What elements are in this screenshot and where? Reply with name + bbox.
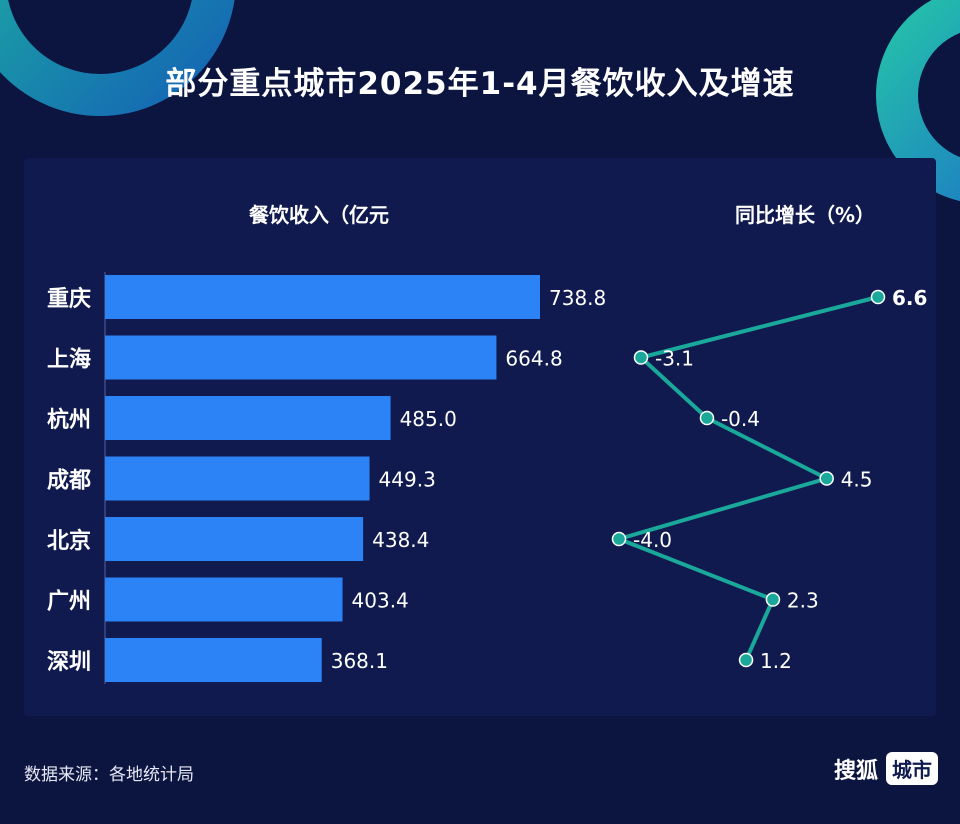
brand-name: 搜狐 [833, 758, 878, 784]
growth-value-label: 6.6 [892, 286, 927, 310]
growth-value-label: 1.2 [760, 649, 792, 673]
bar-series-header: 餐饮收入（亿元 [249, 203, 389, 227]
bar-value-label: 438.4 [372, 528, 429, 552]
line-series-header: 同比增长（%） [735, 203, 876, 227]
growth-point [611, 531, 627, 547]
bar-mark [105, 638, 322, 682]
bar-mark [105, 335, 497, 380]
bar-value-label: 368.1 [331, 649, 388, 673]
bar-mark [105, 275, 540, 319]
growth-value-label: 4.5 [841, 468, 873, 492]
decor-ring-left [0, 0, 235, 116]
growth-value-label: -3.1 [655, 347, 694, 371]
category-label: 广州 [47, 589, 91, 615]
bar-value-label: 664.8 [505, 347, 562, 371]
bar-value-label: 403.4 [352, 589, 409, 613]
category-label: 重庆 [47, 286, 91, 312]
growth-value-label: 2.3 [787, 589, 819, 613]
bar-value-label: 449.3 [379, 468, 436, 492]
growth-value-label: -4.0 [633, 528, 672, 552]
category-label: 北京 [47, 528, 91, 554]
bar-value-label: 485.0 [400, 407, 457, 431]
category-label: 成都 [47, 469, 91, 494]
growth-point [633, 350, 649, 365]
bar-mark [105, 396, 391, 440]
decor-ring-right [876, 0, 960, 202]
bar-mark [105, 456, 370, 501]
bar-mark [105, 517, 364, 561]
growth-point [870, 289, 886, 305]
category-label: 上海 [47, 347, 91, 373]
bar-mark [105, 577, 343, 622]
growth-point [738, 652, 754, 668]
brand-logo: 搜狐 城市 [834, 752, 938, 785]
growth-point [819, 471, 834, 486]
growth-value-label: -0.4 [721, 407, 760, 431]
data-source: 数据来源：各地统计局 [24, 765, 194, 785]
category-label: 杭州 [47, 407, 91, 433]
bar-value-label: 738.8 [549, 286, 606, 310]
brand-badge: 城市 [886, 752, 938, 785]
category-label: 深圳 [47, 650, 91, 675]
chart-title: 部分重点城市2025年1-4月餐饮收入及增速 [165, 66, 795, 102]
growth-point [765, 592, 781, 607]
growth-point [699, 410, 715, 426]
